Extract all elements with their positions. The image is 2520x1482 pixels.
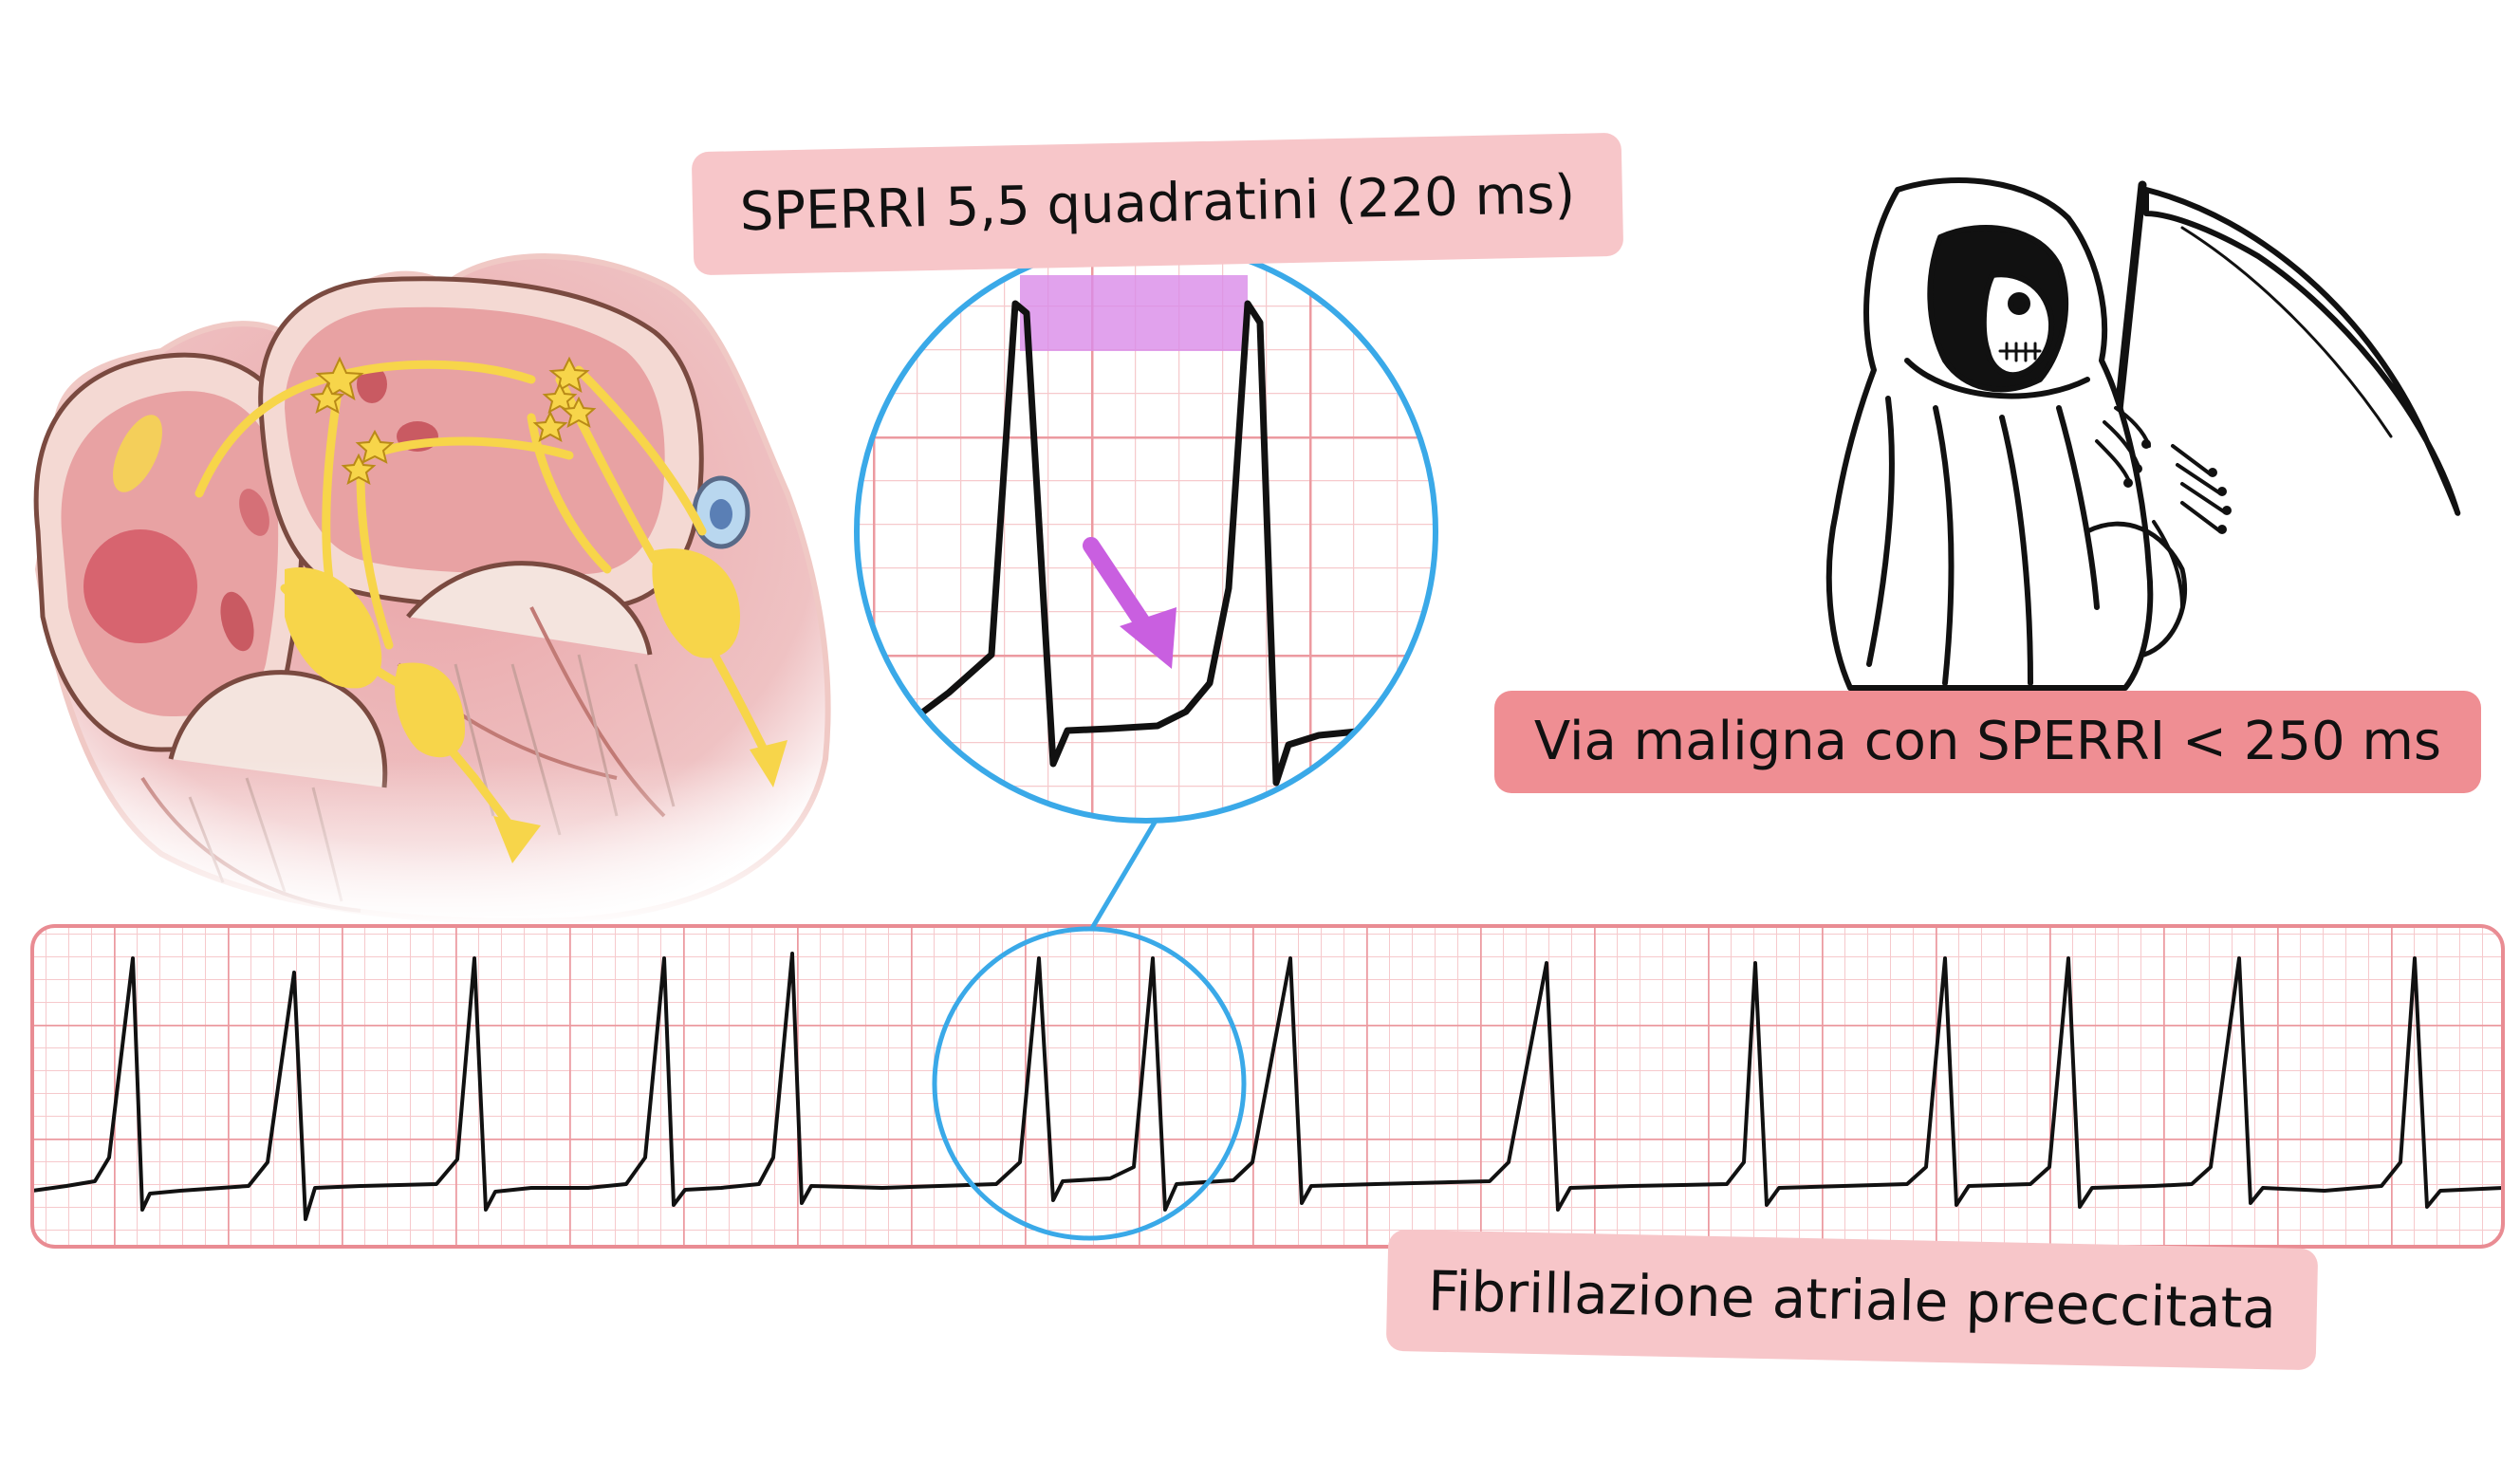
malignant-pathway-label: Via maligna con SPERRI < 250 ms (1494, 691, 2481, 793)
magnified-ecg-trace (857, 300, 1436, 787)
ecg-magnifier (854, 239, 1438, 1241)
ecg-trace (32, 952, 2503, 1221)
sperri-interval-label: SPERRI 5,5 quadratini (220 ms) (691, 132, 1624, 276)
preexcited-af-label: Fibrillazione atriale preeccitata (1385, 1229, 2319, 1371)
ecg-strip (30, 924, 2505, 1249)
down-arrow-icon (1083, 537, 1157, 639)
interval-highlight (1020, 275, 1248, 351)
heart-conduction-illustration (19, 253, 854, 930)
grim-reaper-icon (1825, 177, 2461, 691)
